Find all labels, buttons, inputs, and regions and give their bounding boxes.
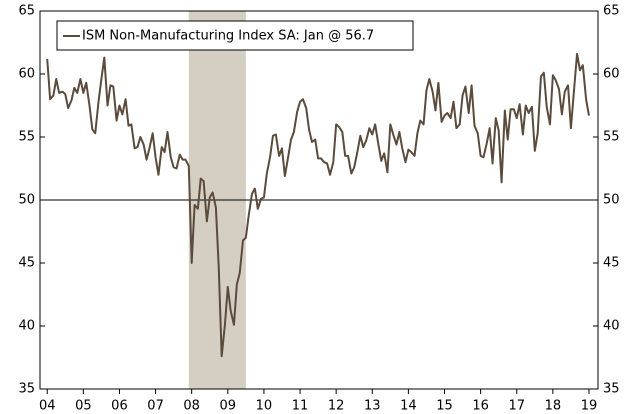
legend-label: ISM Non-Manufacturing Index SA: Jan @ 56…	[82, 29, 374, 44]
x-tick-label: 07	[147, 399, 164, 414]
x-tick-label: 11	[292, 399, 309, 414]
x-tick-label: 08	[183, 399, 200, 414]
y-tick-label: 45	[18, 256, 35, 271]
data-line	[46, 52, 590, 358]
x-tick-label: 04	[39, 399, 56, 414]
y2-tick-label: 35	[603, 382, 620, 397]
x-tick-label: 16	[472, 399, 489, 414]
y-tick-label: 65	[18, 4, 35, 19]
x-tick-label: 09	[220, 399, 237, 414]
y-tick-label: 50	[18, 193, 35, 208]
x-tick-label: 17	[508, 399, 525, 414]
x-tick-label: 18	[545, 399, 562, 414]
y-tick-label: 35	[18, 382, 35, 397]
y-tick-label: 40	[18, 319, 35, 334]
y2-tick-label: 65	[603, 4, 620, 19]
x-tick-label: 14	[400, 399, 417, 414]
x-tick-label: 13	[364, 399, 381, 414]
y2-tick-label: 60	[603, 67, 620, 82]
y2-tick-label: 55	[603, 130, 620, 145]
y-tick-label: 60	[18, 67, 35, 82]
x-tick-label: 19	[581, 399, 598, 414]
y-tick-label: 55	[18, 130, 35, 145]
y2-tick-label: 45	[603, 256, 620, 271]
y2-tick-label: 40	[603, 319, 620, 334]
legend-box	[56, 20, 414, 51]
x-tick-label: 05	[75, 399, 92, 414]
x-tick-label: 12	[328, 399, 345, 414]
y2-tick-label: 50	[603, 193, 620, 208]
x-tick-label: 10	[256, 399, 273, 414]
x-tick-label: 15	[436, 399, 453, 414]
x-tick-label: 06	[111, 399, 128, 414]
